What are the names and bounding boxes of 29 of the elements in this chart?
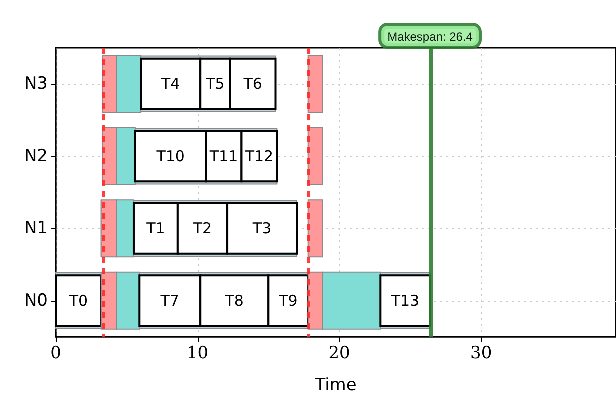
data-label: T10 [156,147,185,166]
ref-line-label: Makespan: 26.4 [388,30,474,44]
bar [308,127,324,186]
y-tick-label: N2 [24,146,48,166]
x-tick-label: 10 [186,344,209,364]
y-tick-label: N3 [24,74,48,94]
data-label: T3 [252,220,272,238]
x-axis-title: Time [314,376,357,396]
data-label: T7 [160,292,180,310]
data-label: T1 [146,220,166,238]
data-label: T13 [390,292,420,310]
data-label: T2 [192,220,212,238]
data-label: T9 [278,292,298,310]
y-tick-label: N1 [24,218,48,239]
data-label: T5 [205,75,225,94]
y-tick-label: N0 [24,290,48,311]
data-label: T4 [160,75,180,94]
data-label: T12 [244,147,274,166]
x-tick-label: 30 [470,344,492,364]
data-label: T8 [224,292,244,310]
x-tick-label: 0 [50,344,62,364]
data-label: T11 [208,147,238,166]
x-tick-label: 20 [328,344,350,364]
data-label: T6 [242,75,262,94]
bar [308,55,324,114]
bar [308,200,324,258]
bar [55,274,102,328]
data-label: T0 [68,292,88,310]
bar [380,274,432,328]
